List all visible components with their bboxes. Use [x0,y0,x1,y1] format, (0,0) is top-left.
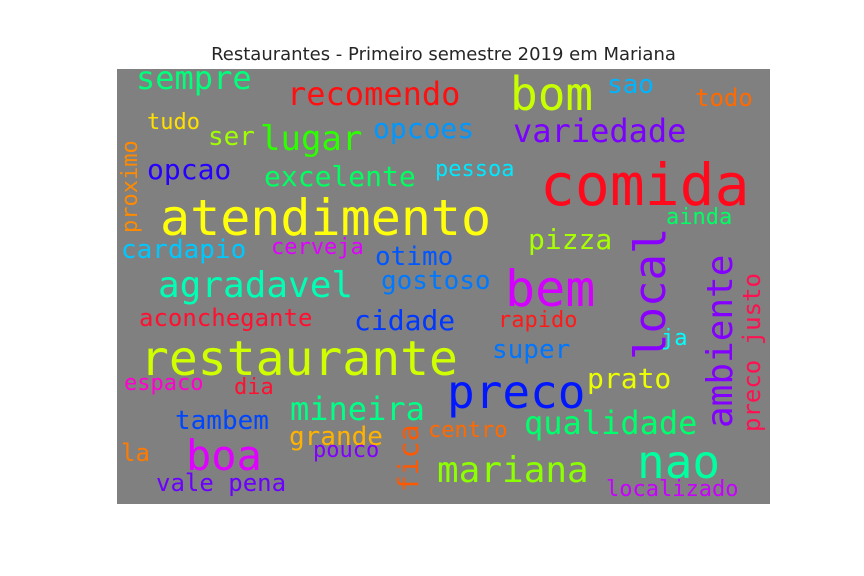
word-lugar: lugar [260,119,362,159]
word-fica: fica [392,425,425,492]
word-sao: sao [607,70,654,100]
word-aconchegante: aconchegante [139,304,312,332]
word-agradavel: agradavel [158,265,353,306]
word-local: local [625,228,676,360]
word-tudo: tudo [147,110,200,135]
word-ja: ja [661,326,688,351]
word-recomendo: recomendo [287,75,460,113]
word-cardapio: cardapio [121,235,246,265]
word-espaco: espaco [124,371,203,396]
word-pouco: pouco [313,438,379,463]
word-ainda: ainda [666,205,732,230]
word-la: la [121,439,150,467]
word-nao: nao [637,435,720,489]
word-tambem: tambem [175,406,269,436]
word-pessoa: pessoa [435,157,514,182]
word-gostoso: gostoso [381,266,491,296]
word-restaurante: restaurante [140,331,458,387]
word-bem: bem [505,260,595,318]
word-super: super [492,335,570,365]
word-todo: todo [695,84,753,112]
word-ser: ser [208,122,255,152]
word-rapido: rapido [498,308,577,333]
word-opcao: opcao [147,153,231,186]
word-comida: comida [540,151,750,219]
word-excelente: excelente [264,160,416,193]
word-proximo: proximo [118,140,143,233]
word-mineira: mineira [290,390,425,428]
chart-title: Restaurantes - Primeiro semestre 2019 em… [211,44,676,65]
word-localizado: localizado [606,477,738,502]
word-preco: preco [447,365,585,419]
word-cerveja: cerveja [271,235,364,260]
word-cidade: cidade [354,304,455,337]
word-dia: dia [234,375,274,400]
word-mariana: mariana [437,450,589,491]
word-atendimento: atendimento [160,189,491,247]
word-bom: bom [510,67,593,121]
word-sempre: sempre [136,59,252,97]
word-opcoes: opcoes [373,112,474,145]
word-cloud-background [117,69,770,504]
word-preco-justo: preco justo [738,273,766,432]
word-grande: grande [289,422,383,452]
word-ambiente: ambiente [700,255,741,428]
word-variedade: variedade [513,112,686,150]
word-qualidade: qualidade [524,404,697,442]
word-centro: centro [428,418,507,443]
word-boa: boa [186,431,262,480]
word-vale-pena: vale pena [156,469,286,497]
word-pizza: pizza [528,223,612,256]
word-otimo: otimo [375,242,453,272]
word-prato: prato [587,362,671,395]
